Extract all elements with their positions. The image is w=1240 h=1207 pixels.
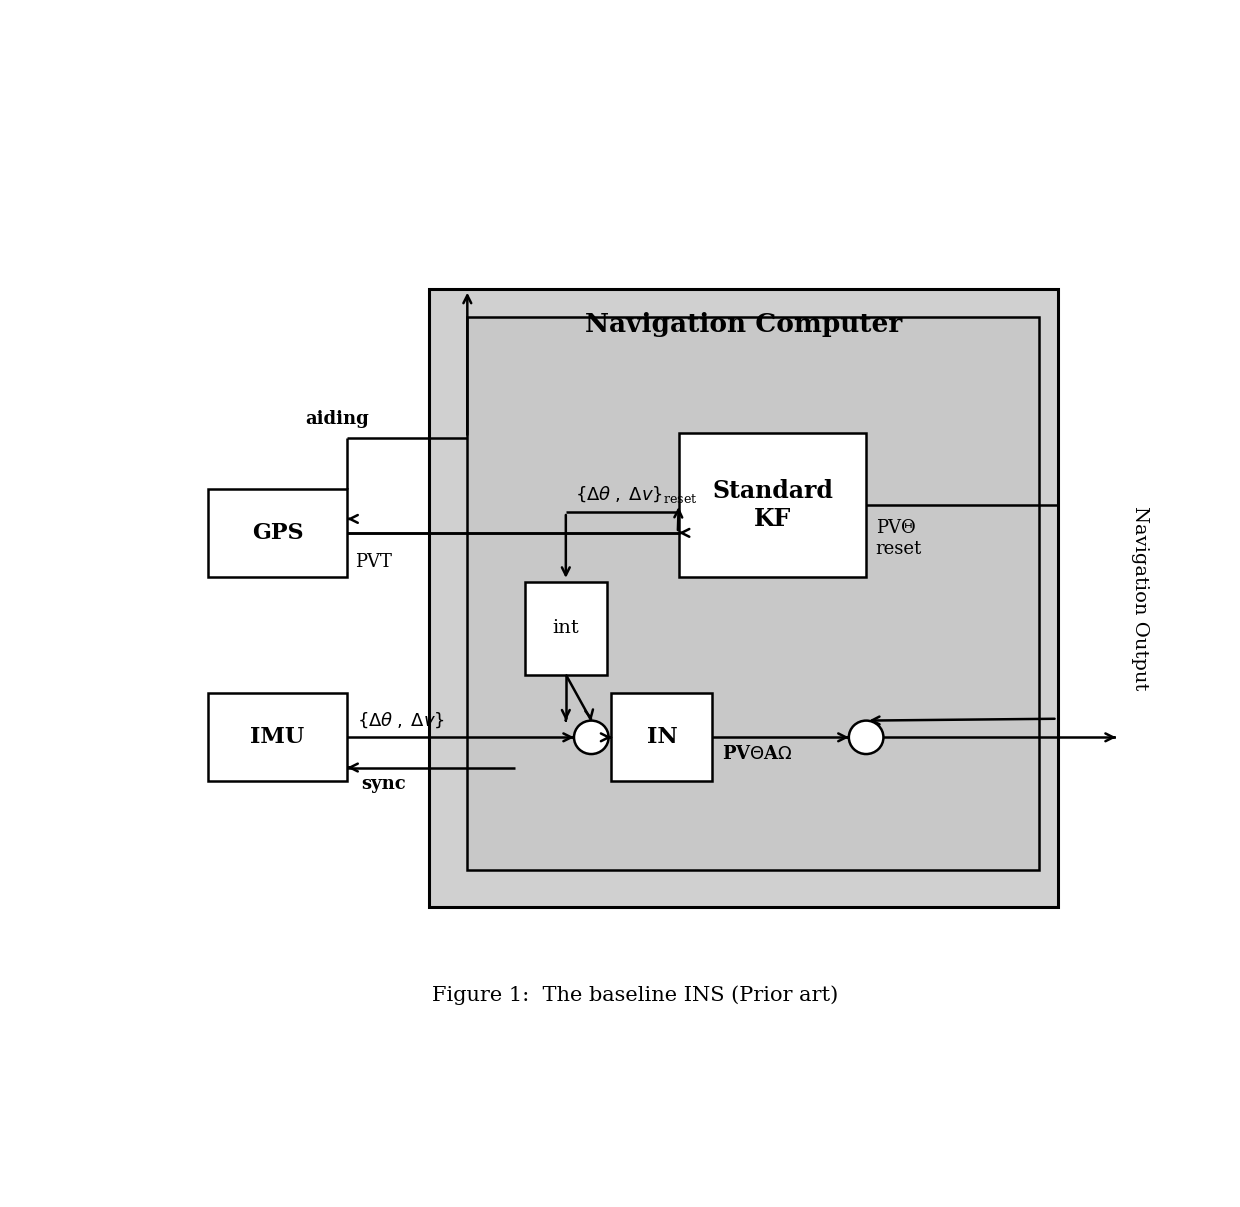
Text: IMU: IMU	[250, 727, 305, 748]
Text: IN: IN	[646, 727, 677, 748]
Text: PVT: PVT	[355, 553, 392, 571]
Text: Navigation Computer: Navigation Computer	[585, 313, 903, 337]
Text: GPS: GPS	[252, 521, 304, 544]
Text: PV$\Theta$A$\Omega$: PV$\Theta$A$\Omega$	[722, 745, 792, 763]
Text: int: int	[553, 619, 579, 637]
Bar	[467, 316, 1039, 870]
Text: Navigation Output: Navigation Output	[1131, 506, 1149, 690]
Text: Standard
KF: Standard KF	[712, 479, 833, 531]
Circle shape	[849, 721, 883, 754]
Bar	[525, 582, 606, 675]
Bar	[429, 288, 1059, 906]
Bar	[208, 693, 347, 781]
Bar	[208, 489, 347, 577]
Text: PVΘ
reset: PVΘ reset	[875, 519, 923, 558]
Text: $\{\Delta\theta\;,\;\Delta v\}$$_{\mathregular{reset}}$: $\{\Delta\theta\;,\;\Delta v\}$$_{\mathr…	[575, 484, 698, 505]
Circle shape	[574, 721, 609, 754]
Text: aiding: aiding	[306, 410, 370, 428]
Bar	[611, 693, 712, 781]
Bar	[678, 433, 866, 577]
Text: sync: sync	[362, 775, 407, 793]
Text: $\{\Delta\theta\;,\;\Delta v\}$: $\{\Delta\theta\;,\;\Delta v\}$	[357, 711, 445, 730]
Text: Figure 1:  The baseline INS (Prior art): Figure 1: The baseline INS (Prior art)	[433, 985, 838, 1005]
